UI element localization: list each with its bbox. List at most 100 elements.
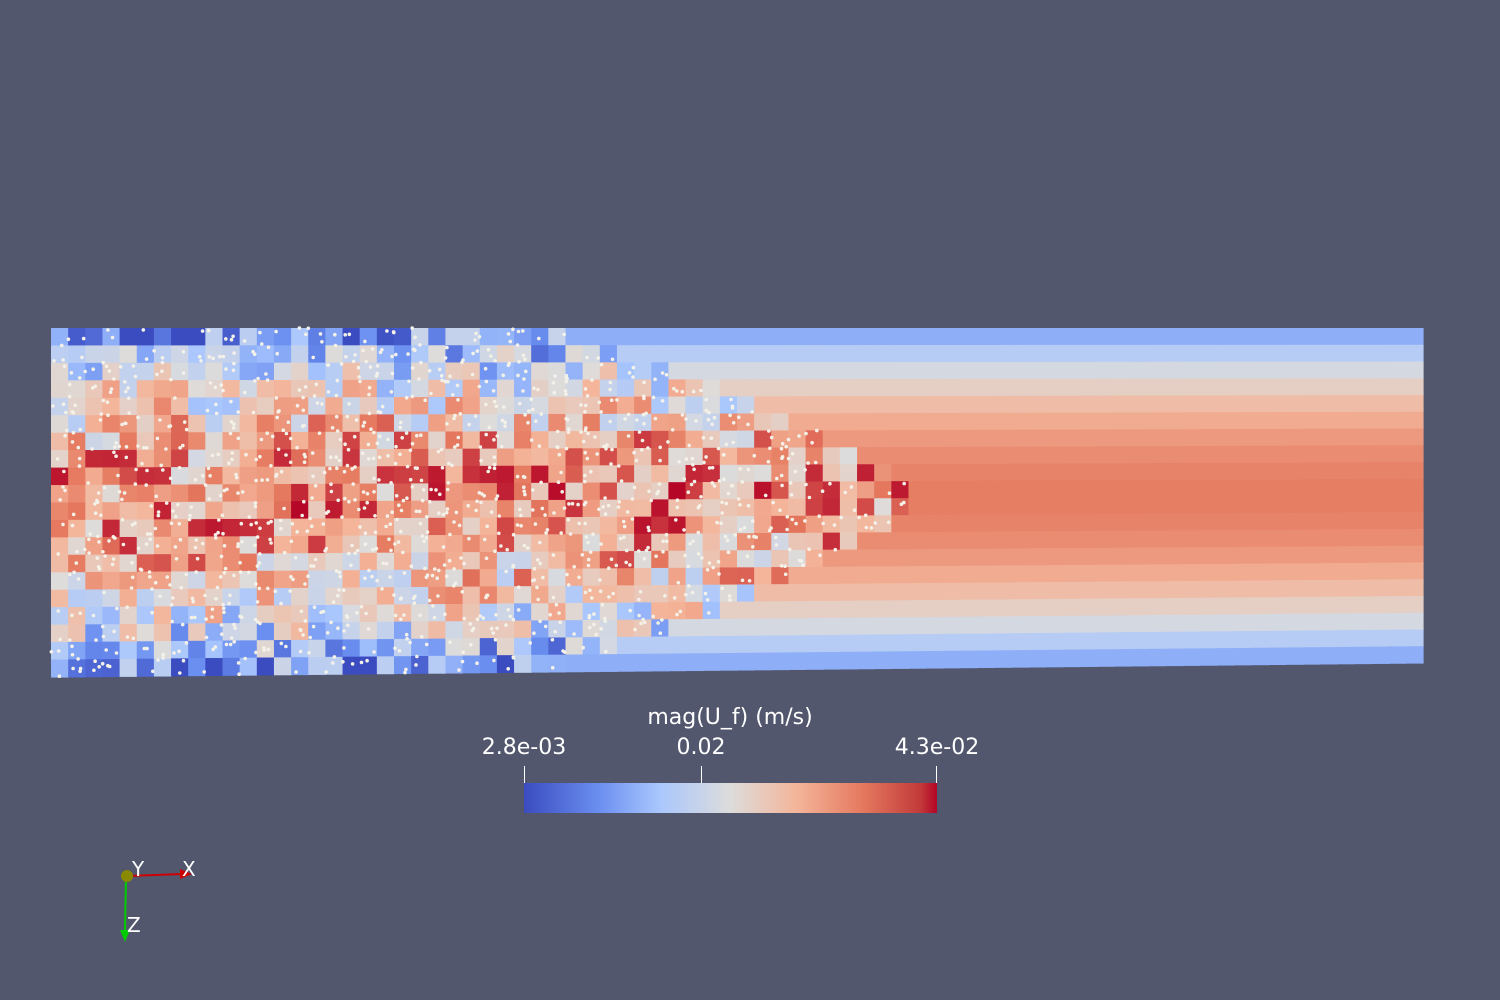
mesh-cell [1182,412,1201,430]
mesh-cell [376,587,395,606]
mesh-cell [445,465,464,484]
particle [257,586,262,591]
mesh-cell [805,413,824,431]
mesh-cell [565,517,584,535]
mesh-cell [496,362,515,381]
particle [254,478,258,483]
mesh-cell [1045,429,1064,448]
mesh-cell [171,380,189,399]
mesh-cell [1080,344,1098,363]
mesh-cell [291,535,309,554]
mesh-cell [651,636,669,655]
mesh-cell [342,483,361,502]
mesh-cell [273,484,292,502]
particle [413,466,418,470]
particle [690,456,695,461]
mesh-cell [1337,630,1355,648]
particle [552,390,556,395]
mesh-cell [1217,344,1235,363]
particle [536,387,540,392]
particle [746,503,751,508]
mesh-cell [1165,513,1184,532]
mesh-cell [1268,580,1287,598]
particle [684,592,688,597]
mesh-cell [342,466,361,485]
mesh-cell [273,466,292,485]
particle [642,620,647,625]
mesh-cell [1371,462,1390,480]
mesh-cell [977,616,995,635]
particle [852,508,857,512]
particle [818,553,822,557]
mesh-cell [1251,344,1270,363]
particle [453,413,457,418]
particle [343,442,347,447]
particle [56,552,60,556]
particle [134,467,138,472]
particle [170,619,174,624]
mesh-cell [977,582,995,601]
mesh-cell [1131,513,1150,532]
mesh-cell [445,345,464,364]
particle [78,669,82,674]
mesh-cell [359,362,378,381]
mesh-cell [1062,649,1081,668]
particle [730,483,735,488]
mesh-cell [136,571,155,590]
mesh-cell [737,601,755,620]
particle [68,572,72,577]
mesh-cell [68,572,86,591]
mesh-cell [1217,496,1235,514]
mesh-cell [1405,562,1424,580]
particle [131,636,136,641]
mesh-cell [977,446,995,465]
mesh-cell [1337,512,1355,531]
mesh-cell [1182,378,1201,397]
particle [275,351,280,356]
mesh-cell [256,414,275,433]
mesh-cell [822,549,841,568]
mesh-cell [1200,412,1218,430]
mesh-cell [1045,548,1064,566]
mesh-cell [685,619,704,637]
particle [93,502,97,506]
mesh-cell [908,481,927,499]
mesh-cell [1405,344,1424,363]
mesh-cell [153,449,172,468]
mesh-cell [651,379,669,398]
mesh-cell [205,414,224,433]
mesh-cell [1268,496,1287,514]
mesh-cell [256,466,275,485]
particle [405,464,410,469]
mesh-cell [1268,378,1287,396]
particle [231,368,236,373]
mesh-cell [188,519,206,538]
mesh-cell [171,658,189,677]
particle [266,647,271,652]
mesh-cell [1371,445,1390,463]
mesh-cell [496,379,515,398]
mesh-cell [1148,361,1167,380]
particle [392,593,396,597]
particle [730,406,735,410]
particle [239,521,244,526]
mesh-cell [805,464,824,483]
particle [233,626,237,630]
mesh-cell [445,552,464,571]
mesh-cell [376,483,395,502]
particle [106,413,110,418]
particle [150,587,154,591]
mesh-cell [102,659,121,678]
particle [623,417,627,421]
mesh-cell [634,396,652,415]
mesh-cell [1371,646,1390,664]
mesh-cell [411,466,429,484]
mesh-cell [925,548,944,567]
mesh-cell [668,465,687,483]
particle [307,650,311,655]
mesh-cell [1182,580,1201,599]
mesh-cell [394,569,412,588]
mesh-cell [634,499,652,518]
particle [432,567,437,571]
